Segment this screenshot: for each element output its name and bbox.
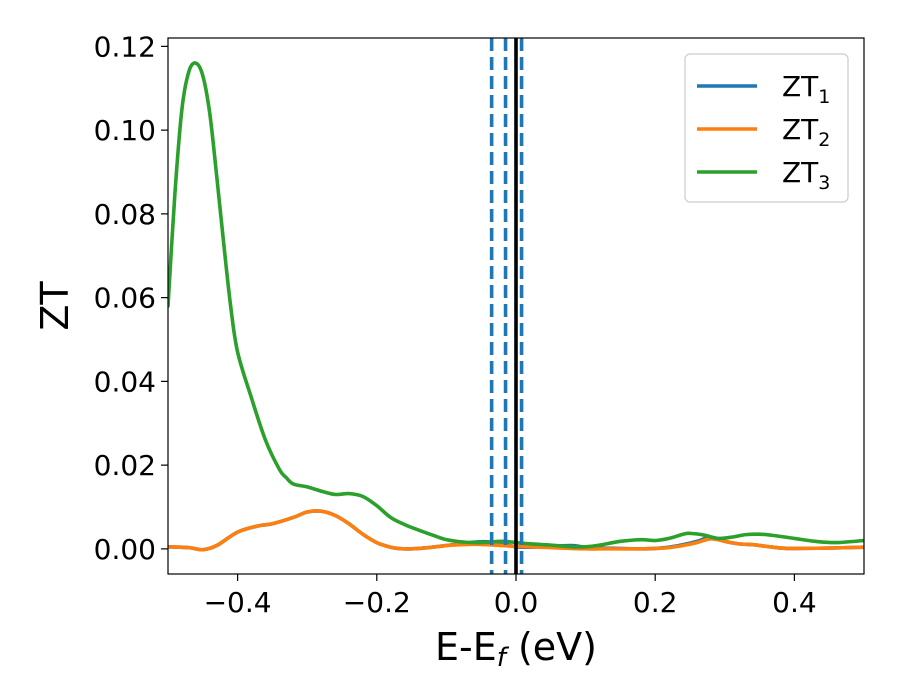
legend-item-zt1: ZT1 <box>697 70 830 108</box>
y-axis-label: ZT <box>33 281 77 331</box>
y-tick-label: 0.04 <box>94 365 156 398</box>
legend-label: ZT1 <box>782 70 830 108</box>
x-tick-label: −0.4 <box>204 586 272 619</box>
series-line-zt2 <box>168 509 864 552</box>
x-tick-label: 0.2 <box>633 586 678 619</box>
y-tick-label: 0.02 <box>94 449 156 482</box>
series-layer <box>168 61 864 552</box>
legend-box <box>684 53 849 203</box>
y-tick-label: 0.00 <box>94 533 156 566</box>
x-tick-label: −0.2 <box>343 586 411 619</box>
y-axis-ticks: 0.00 0.02 0.04 0.06 0.08 0.10 0.12 <box>94 30 168 566</box>
x-tick-label: 0.0 <box>494 586 539 619</box>
legend-item-zt2: ZT2 <box>697 113 830 151</box>
x-axis-ticks: −0.4 −0.2 0.0 0.2 0.4 <box>204 574 817 619</box>
y-tick-label: 0.08 <box>94 198 156 231</box>
y-tick-label: 0.10 <box>94 114 156 147</box>
y-tick-label: 0.12 <box>94 30 156 63</box>
reference-lines <box>489 38 524 574</box>
legend-label: ZT3 <box>782 156 830 194</box>
legend-label: ZT2 <box>782 113 830 151</box>
legend: ZT1 ZT2 ZT3 <box>684 53 849 203</box>
x-axis-label: E-Ef (eV) <box>435 625 597 673</box>
x-tick-label: 0.4 <box>772 586 817 619</box>
y-tick-label: 0.06 <box>94 282 156 315</box>
series-line-zt3 <box>168 61 864 549</box>
legend-item-zt3: ZT3 <box>697 156 830 194</box>
